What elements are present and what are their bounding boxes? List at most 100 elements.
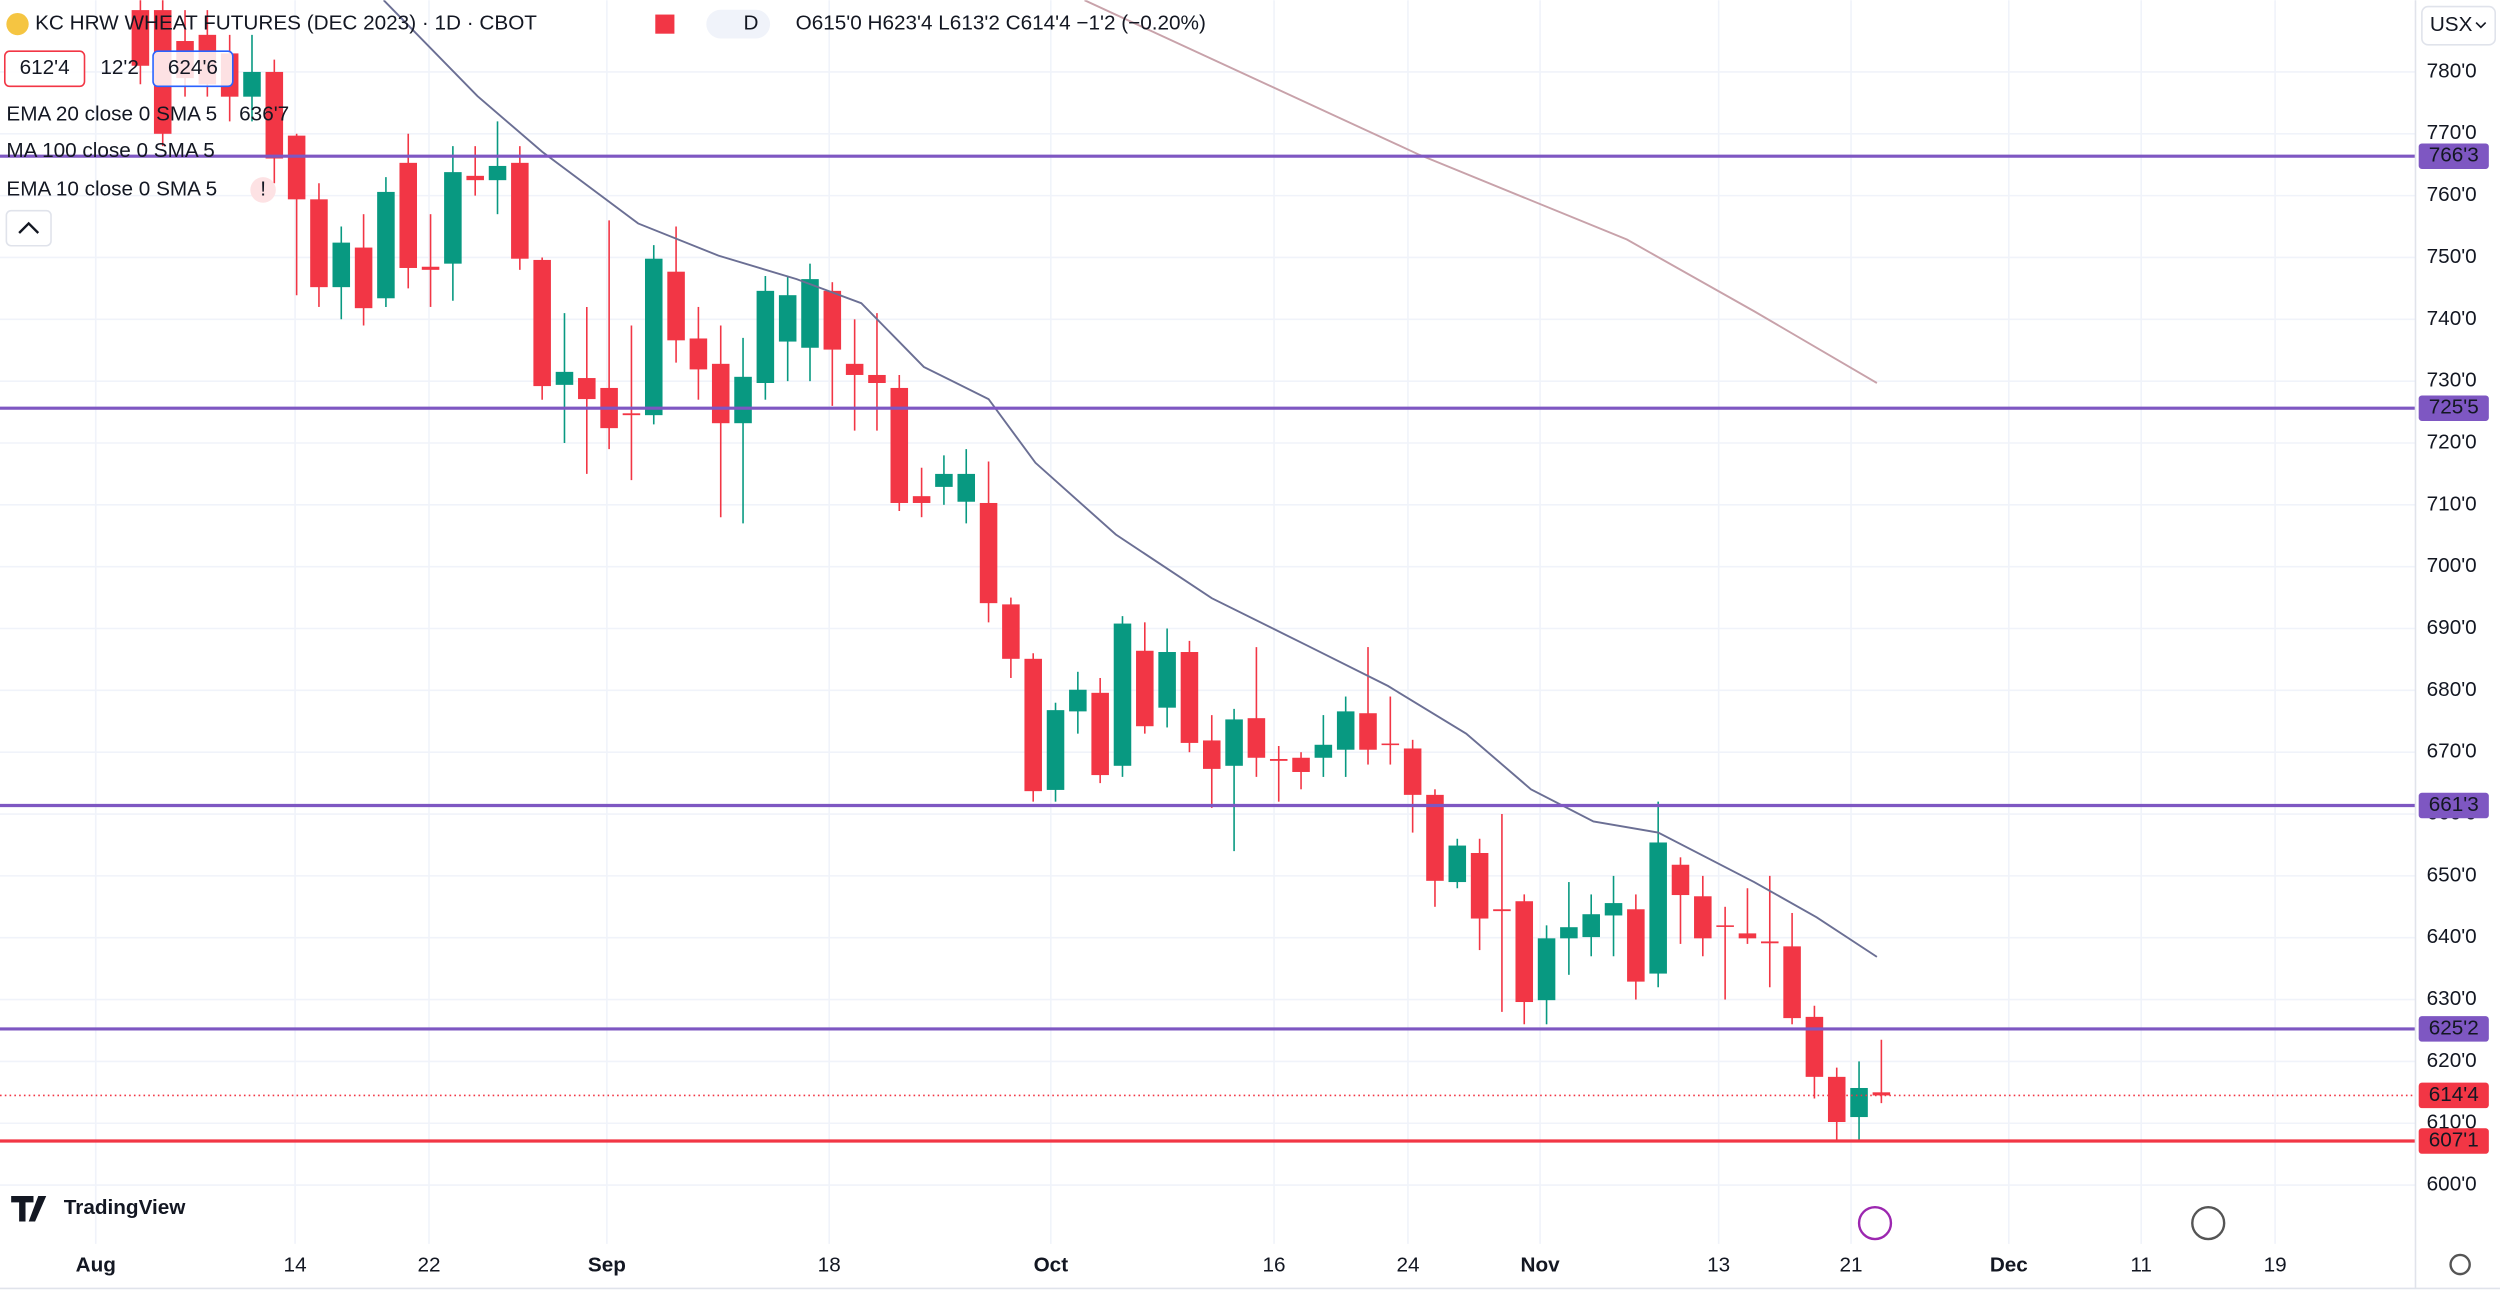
candle-body — [1381, 743, 1400, 746]
candle-body — [1113, 623, 1132, 766]
price-level-label: 725'5 — [2429, 396, 2479, 419]
candle-body — [1582, 914, 1600, 938]
candle-body — [912, 496, 931, 503]
candle-body — [935, 473, 953, 487]
currency[interactable]: USX — [2430, 13, 2473, 36]
price-level-tag — [2418, 143, 2489, 169]
price-level-tag — [2418, 395, 2489, 421]
candle-body — [287, 135, 306, 200]
indicator-label: EMA 20 close 0 SMA 5 — [6, 102, 217, 125]
candle-body — [1403, 748, 1422, 795]
price-level-tag — [2418, 792, 2489, 819]
candle-body — [979, 502, 998, 604]
bid-box[interactable] — [3, 50, 86, 88]
candle-body — [399, 162, 418, 268]
candle-body — [1805, 1016, 1824, 1077]
candle-body — [1649, 842, 1667, 974]
candle-body — [711, 363, 730, 424]
candle-body — [1202, 740, 1221, 769]
candle-body — [1247, 718, 1266, 758]
event-icon[interactable] — [1857, 1205, 1893, 1241]
price-level-label: 625'2 — [2429, 1016, 2479, 1039]
price-level-label: 661'3 — [2429, 793, 2479, 816]
candle-body — [1180, 652, 1199, 743]
candle-body — [801, 279, 819, 348]
candle-body — [1537, 938, 1556, 1001]
price-level-tag — [2418, 1128, 2489, 1154]
candle-body — [533, 259, 551, 387]
ask[interactable]: 624'6 — [168, 56, 218, 79]
y-tick-label: 620'0 — [2427, 1049, 2477, 1072]
indicator-line — [1084, 0, 1878, 384]
candle-body — [1292, 757, 1310, 772]
warning-icon[interactable] — [250, 177, 276, 203]
indicator-label: EMA 10 close 0 SMA 5 — [6, 177, 217, 200]
candle-body — [1627, 909, 1645, 982]
collapse-icon[interactable] — [18, 221, 40, 234]
ask-box[interactable] — [152, 50, 234, 88]
x-tick-label: 22 — [417, 1254, 440, 1277]
x-tick-label: 21 — [1839, 1254, 1862, 1277]
y-tick-label: 760'0 — [2427, 183, 2477, 206]
candle-body — [756, 290, 775, 384]
candle-body — [1470, 852, 1489, 919]
candle-body — [131, 10, 150, 66]
candle-body — [1426, 794, 1444, 881]
flag-icon — [655, 14, 675, 34]
legend: KC HRW WHEAT FUTURES (DEC 2023) · 1D · C… — [3, 5, 2497, 1276]
candle-body — [578, 378, 596, 400]
event-icon[interactable] — [2191, 1205, 2226, 1241]
x-tick-label: Sep — [588, 1254, 626, 1277]
badge — [706, 9, 771, 39]
candle-body — [778, 295, 797, 342]
symbol-title: KC HRW WHEAT FUTURES (DEC 2023) · 1D · C… — [35, 12, 537, 35]
settings-icon[interactable] — [2449, 1253, 2471, 1276]
bid[interactable]: 612'4 — [20, 56, 70, 79]
candle-body — [1136, 650, 1154, 727]
x-tick-label: Oct — [1034, 1254, 1069, 1277]
currency-caret[interactable] — [2475, 21, 2487, 29]
indicator-value: 636'7 — [239, 102, 289, 125]
candle-body — [488, 165, 507, 181]
candle-body — [1448, 845, 1467, 883]
candle-body — [310, 199, 328, 288]
candle-body — [555, 371, 574, 385]
x-tick-label: 16 — [1263, 1254, 1286, 1277]
x-tick-label: 11 — [2130, 1254, 2152, 1277]
candle-body — [734, 376, 752, 424]
ohlc: O615'0 H623'4 L613'2 C614'4 −1'2 (−0.20%… — [796, 12, 1206, 35]
candle-body — [377, 191, 395, 299]
candle-body — [1827, 1076, 1846, 1123]
symbol-icon — [6, 12, 29, 36]
price-level-label: 766'3 — [2429, 144, 2479, 167]
candle-body — [421, 266, 440, 270]
collapse-button[interactable] — [5, 209, 52, 247]
candle-body — [1069, 689, 1087, 712]
candle-body — [644, 258, 663, 416]
y-tick-label: 670'0 — [2427, 740, 2477, 763]
candle-body — [1671, 864, 1690, 896]
last-price-label: 614'4 — [2429, 1083, 2479, 1106]
x-tick-label: Dec — [1990, 1254, 2028, 1277]
candle-body — [444, 172, 462, 264]
x-tick-label: 24 — [1396, 1254, 1419, 1277]
candle-body — [823, 290, 842, 350]
currency-button[interactable] — [2421, 5, 2497, 46]
interval-badge: D — [743, 12, 758, 35]
y-tick-label: 740'0 — [2427, 307, 2477, 330]
candle-body — [1314, 744, 1333, 758]
x-tick-label: 14 — [284, 1254, 307, 1277]
candle-body — [1002, 604, 1020, 659]
candle-body — [890, 387, 909, 503]
candle-body — [689, 338, 708, 370]
y-tick-label: 600'0 — [2427, 1173, 2477, 1196]
candle-body — [243, 71, 261, 97]
candle-body — [1716, 925, 1734, 927]
candle-body — [1493, 909, 1511, 912]
y-tick-label: 690'0 — [2427, 616, 2477, 639]
y-tick-label: 630'0 — [2427, 987, 2477, 1010]
spread: 12'2 — [100, 56, 139, 79]
candle-body — [1024, 658, 1042, 792]
warning[interactable]: ! — [260, 177, 266, 200]
